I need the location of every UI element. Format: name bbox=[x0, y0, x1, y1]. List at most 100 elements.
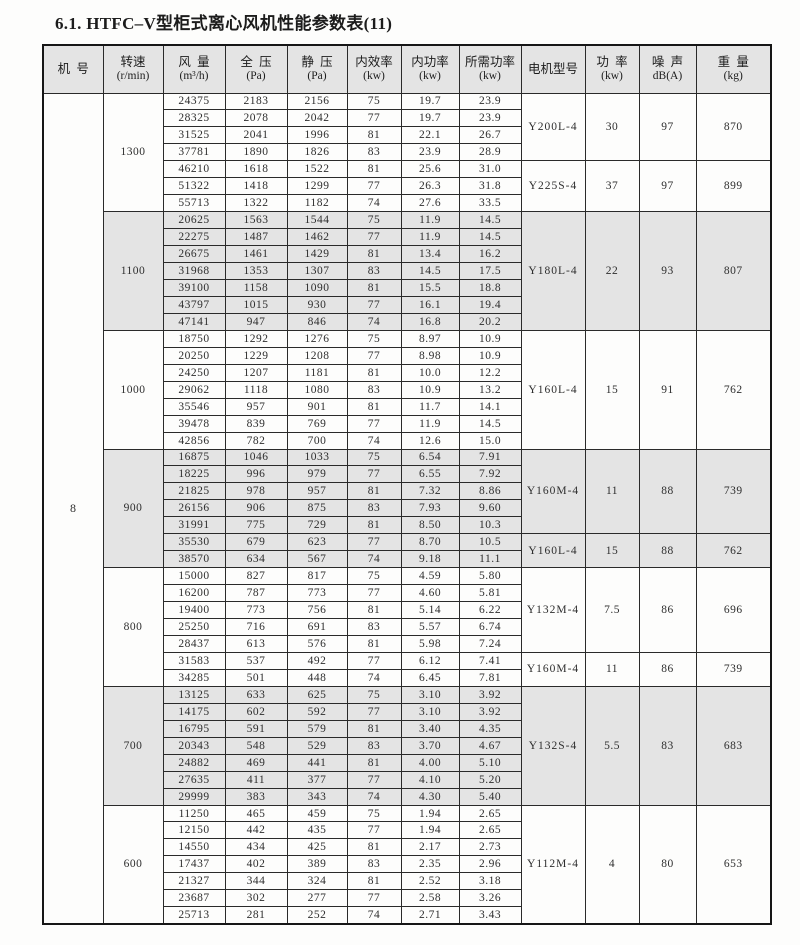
internal-power-cell: 8.97 bbox=[400, 329, 460, 348]
total-pressure-cell: 787 bbox=[224, 584, 288, 603]
required-power-cell: 12.2 bbox=[458, 363, 522, 382]
table-row: 24250 1207 1181 81 10.0 12.2 bbox=[43, 363, 771, 382]
table-row: 21825 978 957 81 7.32 8.86 bbox=[43, 482, 771, 501]
airflow-cell: 31991 bbox=[162, 516, 226, 535]
airflow-cell: 25250 bbox=[162, 618, 226, 636]
efficiency-cell: 81 bbox=[346, 753, 402, 772]
efficiency-cell: 74 bbox=[346, 312, 402, 331]
header-row: 机 号转速 (r/min) 风 量 (m³/h) 全 压 (Pa) 静 压 (Pa) 内效率 (k… bbox=[42, 44, 772, 94]
required-power-cell: 3.92 bbox=[458, 702, 522, 721]
airflow-cell: 16200 bbox=[162, 584, 226, 603]
motor-weight-cell: 870 bbox=[695, 92, 772, 162]
motor-weight-cell: 739 bbox=[695, 448, 772, 535]
table-row: 700 13125 633 625 75 3.10 3.92 Y132S-4 5.5 83 683 bbox=[43, 685, 772, 806]
total-pressure-cell: 827 bbox=[224, 567, 288, 586]
airflow-cell: 24250 bbox=[162, 363, 226, 382]
airflow-cell: 25713 bbox=[162, 906, 226, 925]
airflow-cell: 17437 bbox=[162, 855, 226, 874]
total-pressure-cell: 537 bbox=[224, 651, 288, 670]
internal-power-cell: 4.10 bbox=[400, 770, 460, 789]
airflow-cell: 16795 bbox=[162, 719, 226, 738]
static-pressure-cell: 930 bbox=[286, 295, 348, 314]
total-pressure-cell: 1118 bbox=[224, 380, 288, 399]
efficiency-cell: 81 bbox=[346, 482, 402, 501]
motor-noise-cell: 93 bbox=[638, 211, 697, 331]
static-pressure-cell: 389 bbox=[286, 855, 348, 874]
column-header-unit: (r/min) bbox=[116, 70, 150, 83]
column-header-label: 机 号 bbox=[57, 61, 89, 76]
total-pressure-cell: 281 bbox=[224, 906, 288, 925]
internal-power-cell: 3.40 bbox=[400, 719, 460, 738]
required-power-cell: 6.22 bbox=[458, 601, 522, 620]
column-header-unit: (kw) bbox=[419, 70, 441, 83]
motor-power-cell: 11 bbox=[584, 651, 640, 687]
static-pressure-cell: 252 bbox=[286, 906, 348, 925]
internal-power-cell: 10.9 bbox=[400, 380, 460, 399]
column-header-7: 内功率 (kw) bbox=[400, 44, 460, 94]
static-pressure-cell: 773 bbox=[286, 584, 348, 603]
total-pressure-cell: 978 bbox=[224, 482, 288, 501]
required-power-cell: 11.1 bbox=[458, 550, 522, 569]
table-row: 19400 773 756 81 5.14 6.22 bbox=[43, 601, 771, 620]
fan-performance-table: 机 号转速 (r/min) 风 量 (m³/h) 全 压 (Pa) 静 压 (Pa) 内效率 (k… bbox=[42, 44, 772, 925]
motor-weight-cell: 739 bbox=[695, 651, 772, 687]
table-row: 29062 1118 1080 83 10.9 13.2 bbox=[43, 380, 771, 399]
column-header-label: 内效率 bbox=[355, 55, 393, 70]
efficiency-cell: 75 bbox=[346, 685, 402, 704]
total-pressure-cell: 782 bbox=[224, 431, 288, 450]
table-row: 47141 947 846 74 16.8 20.2 bbox=[43, 312, 771, 331]
internal-power-cell: 8.70 bbox=[400, 533, 460, 552]
motor-power-cell: 30 bbox=[584, 92, 640, 162]
required-power-cell: 33.5 bbox=[458, 194, 522, 213]
table-row: 46210 1618 1522 81 25.6 31.0 Y225S-4 37 97 899 bbox=[43, 160, 772, 213]
efficiency-cell: 83 bbox=[346, 736, 402, 755]
table-row: 18225 996 979 77 6.55 7.92 bbox=[43, 465, 771, 484]
total-pressure-cell: 839 bbox=[224, 414, 288, 433]
table-row: 20343 548 529 83 3.70 4.67 bbox=[43, 736, 771, 755]
column-header-label: 内功率 bbox=[411, 55, 449, 70]
required-power-cell: 14.5 bbox=[458, 211, 522, 230]
airflow-cell: 19400 bbox=[162, 601, 226, 620]
column-header-unit: (Pa) bbox=[246, 70, 266, 83]
total-pressure-cell: 383 bbox=[224, 787, 288, 806]
required-power-cell: 20.2 bbox=[458, 312, 522, 331]
total-pressure-cell: 591 bbox=[224, 719, 288, 738]
motor-noise-cell: 88 bbox=[638, 533, 697, 569]
efficiency-cell: 83 bbox=[346, 262, 402, 280]
efficiency-cell: 77 bbox=[346, 414, 402, 433]
airflow-cell: 27635 bbox=[162, 770, 226, 789]
table-row: 35546 957 901 81 11.7 14.1 bbox=[43, 397, 771, 416]
motor-power-cell: 15 bbox=[584, 329, 640, 450]
internal-power-cell: 7.93 bbox=[400, 499, 460, 518]
internal-power-cell: 6.45 bbox=[400, 668, 460, 687]
airflow-cell: 26156 bbox=[162, 499, 226, 518]
motor-model-cell: Y132S-4 bbox=[520, 685, 586, 806]
total-pressure-cell: 434 bbox=[224, 838, 288, 857]
required-power-cell: 14.5 bbox=[458, 414, 522, 433]
total-pressure-cell: 2183 bbox=[224, 92, 288, 111]
total-pressure-cell: 1207 bbox=[224, 363, 288, 382]
required-power-cell: 10.5 bbox=[458, 533, 522, 552]
static-pressure-cell: 769 bbox=[286, 414, 348, 433]
airflow-cell: 21825 bbox=[162, 482, 226, 501]
motor-noise-cell: 86 bbox=[638, 567, 697, 653]
required-power-cell: 19.4 bbox=[458, 295, 522, 314]
motor-weight-cell: 683 bbox=[695, 685, 772, 806]
motor-model-cell: Y225S-4 bbox=[520, 160, 586, 213]
static-pressure-cell: 576 bbox=[286, 635, 348, 653]
internal-power-cell: 2.17 bbox=[400, 838, 460, 857]
total-pressure-cell: 402 bbox=[224, 855, 288, 874]
airflow-cell: 15000 bbox=[162, 567, 226, 586]
internal-power-cell: 2.52 bbox=[400, 872, 460, 891]
required-power-cell: 7.24 bbox=[458, 635, 522, 653]
static-pressure-cell: 1208 bbox=[286, 346, 348, 365]
motor-model-cell: Y132M-4 bbox=[520, 567, 586, 653]
efficiency-cell: 81 bbox=[346, 126, 402, 145]
airflow-cell: 39478 bbox=[162, 414, 226, 433]
table-row: 600 11250 465 459 75 1.94 2.65 Y112M-4 4 80 653 bbox=[43, 804, 772, 925]
airflow-cell: 35546 bbox=[162, 397, 226, 416]
static-pressure-cell: 875 bbox=[286, 499, 348, 518]
efficiency-cell: 81 bbox=[346, 719, 402, 738]
static-pressure-cell: 729 bbox=[286, 516, 348, 535]
